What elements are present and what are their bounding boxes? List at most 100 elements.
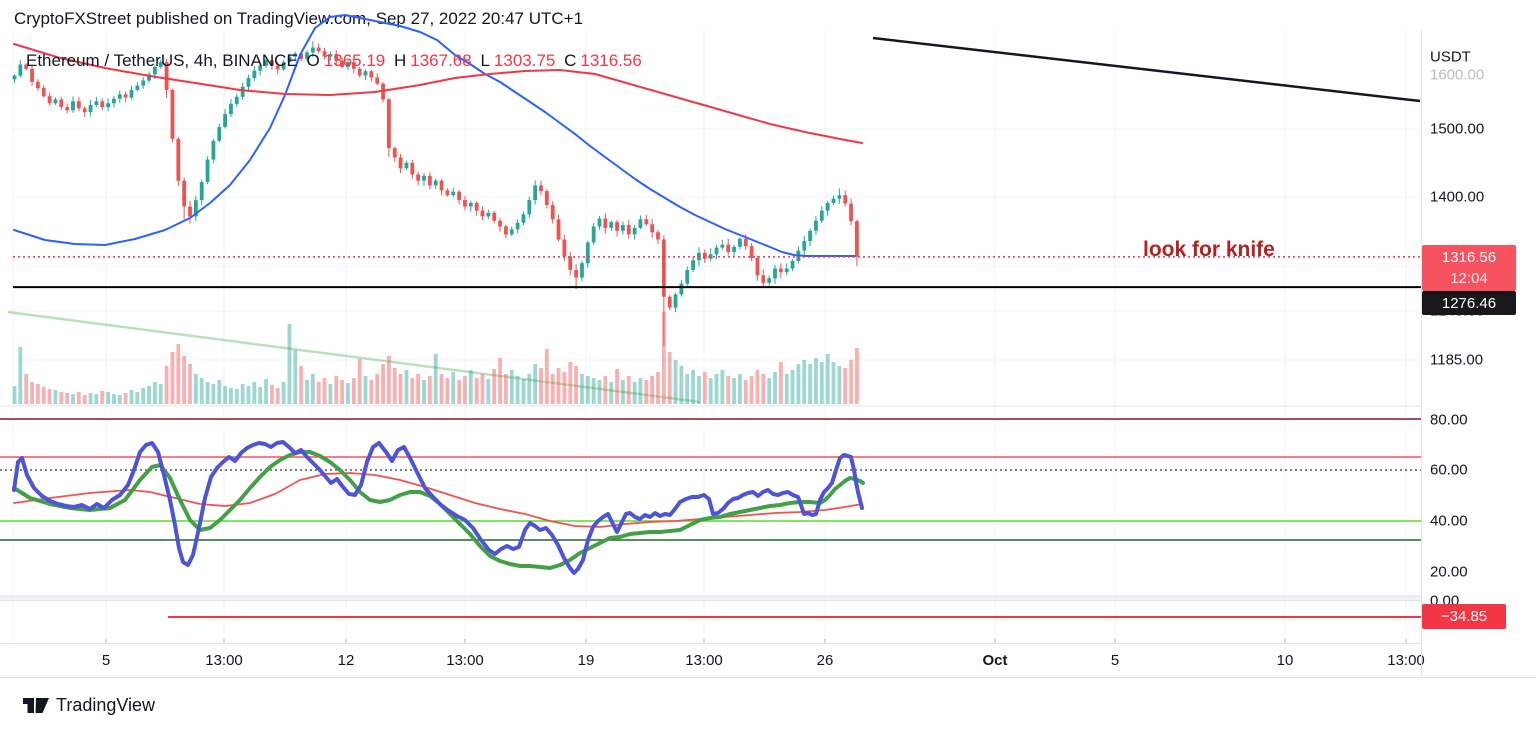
volume-bar	[656, 372, 660, 404]
volume-bar	[855, 348, 859, 404]
candle-body	[346, 62, 350, 67]
volume-bar	[71, 394, 75, 404]
candle-body	[743, 238, 748, 247]
volume-bar	[457, 380, 461, 404]
ohlc-open-value: 1365.19	[323, 51, 386, 70]
candle-body	[626, 225, 631, 235]
volume-bar	[819, 362, 824, 404]
candle-body	[814, 220, 818, 231]
candle-body	[264, 60, 268, 66]
candle-body	[568, 256, 573, 270]
volume-bar	[790, 370, 795, 404]
candle-body	[270, 60, 274, 66]
candle-body	[36, 81, 40, 89]
ohlc-low-value: 1303.75	[493, 51, 556, 70]
candle-body	[392, 148, 397, 158]
candle-body	[515, 222, 520, 230]
ohlc-low-label: L	[480, 51, 490, 70]
volume-bar	[609, 382, 614, 404]
volume-bar	[603, 376, 608, 404]
candle-body	[621, 225, 625, 231]
volume-bar	[720, 370, 725, 404]
volume-bar	[784, 374, 789, 404]
price-axis-label: 1185.00	[1430, 351, 1484, 369]
volume-bar	[258, 387, 263, 404]
volume-bar	[773, 372, 777, 404]
volume-bar	[732, 378, 736, 404]
candle-body	[726, 244, 731, 253]
candle-body	[492, 212, 497, 221]
candle-body	[281, 62, 286, 70]
candle-body	[837, 195, 842, 199]
candle-body	[585, 242, 590, 264]
volume-bar	[632, 382, 637, 404]
candle-body	[808, 230, 812, 241]
volume-bar	[346, 383, 350, 404]
volume-bar	[661, 312, 666, 404]
candle-body	[94, 101, 99, 106]
volume-bar	[246, 386, 251, 404]
candle-body	[328, 54, 333, 57]
volume-bar	[205, 382, 210, 404]
price-scale-border	[1421, 30, 1422, 677]
volume-bar	[796, 364, 801, 404]
candle-body	[246, 78, 251, 87]
candle-body	[463, 200, 467, 207]
volume-bar	[106, 392, 110, 404]
volume-bar	[580, 374, 584, 404]
price-axis-label: 80.00	[1430, 411, 1468, 429]
candle-body	[18, 64, 23, 76]
volume-bar	[41, 387, 46, 404]
candle-body	[387, 99, 391, 149]
candle-body	[234, 96, 239, 104]
candle-body	[439, 180, 444, 191]
candle-body	[480, 210, 485, 217]
attribution-text: CryptoFXStreet published on TradingView.…	[14, 9, 584, 28]
candle-body	[468, 202, 473, 207]
candle-body	[252, 70, 257, 79]
volume-bar	[463, 376, 467, 404]
candle-body	[691, 260, 695, 270]
volume-bar	[562, 372, 567, 404]
candle-body	[849, 203, 853, 222]
volume-bar	[340, 380, 344, 404]
volume-bar	[679, 366, 684, 404]
volume-bar	[357, 359, 362, 404]
volume-bar	[229, 388, 233, 404]
volume-bar	[451, 372, 456, 404]
candle-body	[708, 254, 713, 259]
volume-trendline	[7, 310, 701, 404]
volume-bar	[94, 394, 99, 404]
volume-bar	[12, 386, 17, 404]
candle-body	[498, 220, 502, 227]
volume-bar	[275, 388, 280, 404]
candle-body	[41, 88, 46, 97]
volume-bar	[129, 390, 134, 404]
volume-bar	[328, 384, 333, 404]
candle-body	[310, 47, 315, 53]
level-price-badge: 1276.46	[1422, 291, 1516, 315]
volume-bar	[802, 360, 807, 404]
candle-body	[574, 269, 578, 278]
volume-bar	[176, 344, 181, 404]
volume-bar	[112, 394, 116, 404]
volume-bar	[644, 380, 649, 404]
candle-body	[667, 296, 672, 308]
candle-body	[609, 222, 614, 228]
volume-bar	[814, 358, 818, 404]
volume-bar	[375, 374, 380, 404]
candle-body	[591, 226, 596, 243]
volume-bar	[761, 374, 766, 404]
volume-bar	[509, 370, 514, 404]
candle-body	[603, 218, 608, 228]
candle-body	[790, 260, 795, 269]
volume-bar	[738, 374, 742, 404]
volume-bar	[299, 366, 304, 404]
volume-bar	[831, 362, 836, 404]
volume-bar	[714, 374, 719, 404]
candle-body	[123, 94, 128, 98]
volume-bar	[597, 380, 602, 404]
candle-body	[580, 263, 584, 278]
time-axis-label: 13:00	[1387, 652, 1425, 669]
